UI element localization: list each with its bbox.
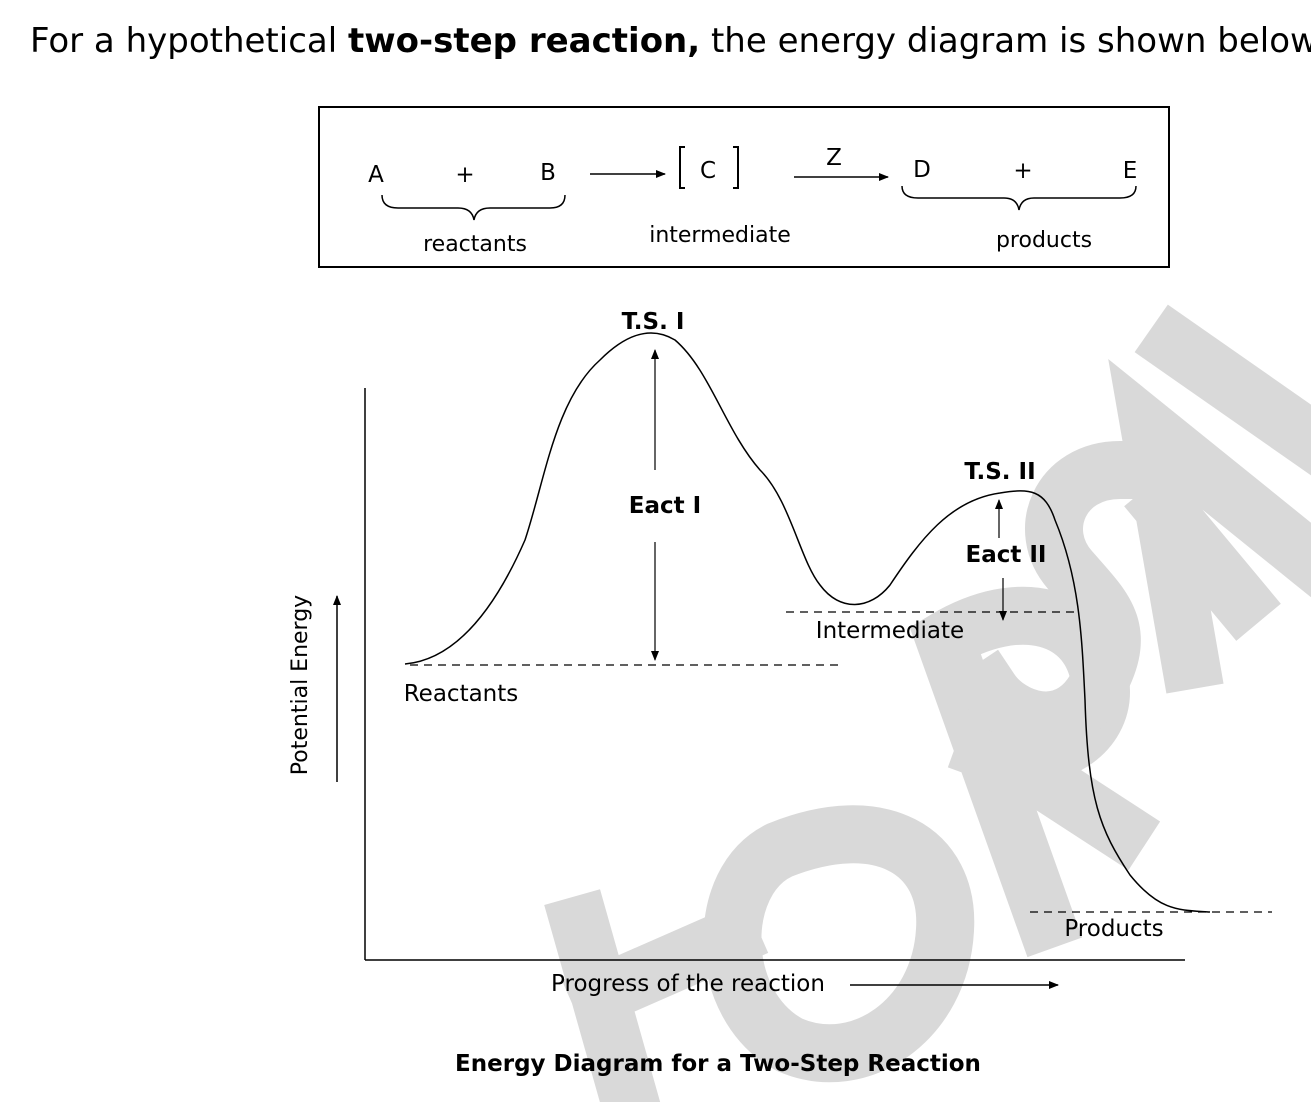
intro-bold-phrase: two-step reaction, <box>348 21 701 61</box>
watermark-letter-l <box>1134 304 1311 476</box>
intro-text-start: For a hypothetical <box>30 21 348 61</box>
species-a: A <box>368 162 384 188</box>
left-bracket <box>679 146 685 189</box>
catalyst-z: Z <box>826 145 842 171</box>
right-bracket <box>733 146 739 189</box>
eact1-label: Eact I <box>629 493 701 519</box>
intro-text-end: the energy diagram is shown below: <box>700 21 1311 61</box>
reactants-level-label: Reactants <box>404 681 519 707</box>
diagram-caption: Energy Diagram for a Two-Step Reaction <box>455 1051 981 1077</box>
intermediate-label: intermediate <box>649 223 791 248</box>
intermediate-species-c: C <box>700 158 716 184</box>
species-b: B <box>540 160 556 186</box>
plus-sign-products: + <box>1013 158 1032 184</box>
watermark-letter-s <box>949 440 1150 750</box>
intermediate-level-label: Intermediate <box>816 618 964 644</box>
watermark-letter-a <box>1108 358 1311 694</box>
watermark-letter-o <box>703 805 975 1083</box>
plus-sign-reactants: + <box>455 162 474 188</box>
products-label: products <box>996 228 1092 253</box>
transition-state-2-label: T.S. II <box>964 459 1035 485</box>
reaction-equation-box: A + B C Z D + E reactants intermediate p… <box>318 106 1170 268</box>
intro-sentence: For a hypothetical two-step reaction, th… <box>30 20 1311 62</box>
eact2-label: Eact II <box>966 542 1047 568</box>
y-axis-label: Potential Energy <box>288 595 313 775</box>
x-axis-label: Progress of the reaction <box>551 971 825 997</box>
for-sale-watermark <box>544 304 1311 1102</box>
reactants-label: reactants <box>423 232 527 257</box>
energy-curve <box>404 332 1211 913</box>
species-d: D <box>913 157 931 183</box>
equation-border <box>318 106 1170 268</box>
species-e: E <box>1123 158 1138 184</box>
products-brace <box>901 185 1137 211</box>
transition-state-1-label: T.S. I <box>622 309 685 335</box>
products-level-label: Products <box>1064 916 1163 942</box>
reactants-brace <box>381 194 566 221</box>
